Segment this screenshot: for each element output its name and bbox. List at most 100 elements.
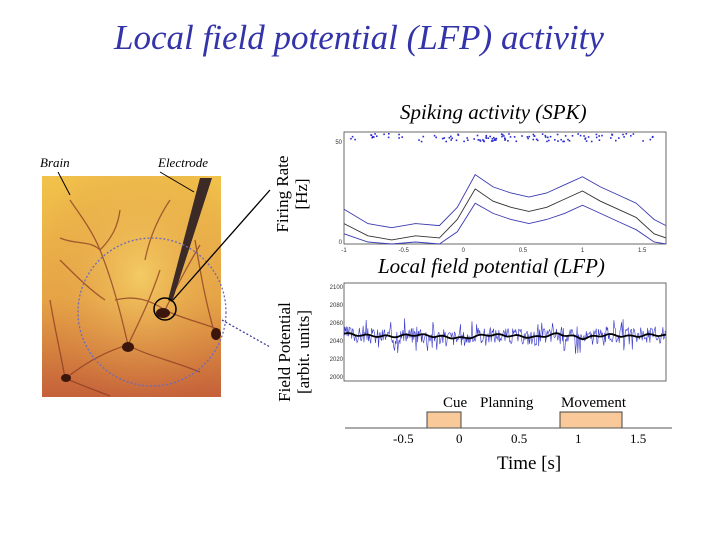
spike-dot bbox=[451, 137, 453, 140]
lfp-ylabel-line2: [arbit. units] bbox=[294, 309, 313, 395]
spk-y-tick: 50 bbox=[335, 140, 342, 146]
spike-dot bbox=[544, 134, 547, 137]
spk-title: Spiking activity (SPK) bbox=[400, 100, 587, 124]
spike-dot bbox=[473, 138, 475, 140]
movement-period-box bbox=[559, 411, 623, 429]
brain-label: Brain bbox=[40, 155, 70, 170]
spike-dot bbox=[533, 135, 535, 137]
lfp-y-tick: 2040 bbox=[330, 339, 344, 345]
electrode-tip-circle bbox=[153, 297, 177, 321]
spike-dot bbox=[387, 136, 390, 139]
spk-rate-line-2 bbox=[343, 202, 667, 245]
spike-dot bbox=[585, 140, 588, 142]
spike-dot bbox=[372, 136, 374, 138]
spike-dot bbox=[527, 137, 529, 140]
lfp-y-tick: 2000 bbox=[330, 375, 344, 381]
phase-planning: Planning bbox=[480, 395, 534, 411]
spike-dot bbox=[598, 135, 600, 137]
spike-dot bbox=[548, 139, 550, 142]
lfp-connector-line bbox=[221, 319, 271, 348]
spk-x-tick: -1 bbox=[341, 248, 347, 254]
spk-x-tick: 0.5 bbox=[519, 248, 528, 254]
spike-dot bbox=[374, 133, 376, 135]
spike-dot bbox=[513, 136, 516, 138]
spike-dot bbox=[507, 140, 509, 142]
spk-chart: 0 50 -1 -0.5 0 0.5 1 1.5 bbox=[335, 131, 667, 254]
spike-dot bbox=[479, 140, 482, 142]
spike-dot bbox=[463, 140, 465, 143]
spike-dot bbox=[445, 140, 447, 143]
lfp-raw-trace bbox=[343, 318, 667, 354]
spike-dot bbox=[526, 136, 529, 138]
spike-dot bbox=[630, 135, 632, 137]
spike-dot bbox=[557, 140, 559, 142]
spike-dot bbox=[544, 136, 547, 138]
spike-dot bbox=[490, 140, 493, 142]
spike-dot bbox=[549, 135, 552, 138]
spk-y-tick: 0 bbox=[339, 240, 343, 246]
spike-dot bbox=[611, 133, 613, 136]
spike-dot bbox=[642, 140, 644, 142]
lfp-y-tick: 2100 bbox=[330, 285, 344, 291]
spk-rate-line-0 bbox=[343, 173, 667, 229]
cue-period-box bbox=[426, 411, 462, 429]
spike-dot bbox=[532, 133, 535, 136]
lfp-y-tick: 2080 bbox=[330, 303, 344, 309]
brain-pointer bbox=[57, 171, 71, 196]
spk-x-tick: -0.5 bbox=[398, 248, 409, 254]
spike-dot bbox=[622, 133, 624, 136]
lfp-ylabel-line1: Field Potential bbox=[275, 302, 294, 402]
spike-dot bbox=[504, 137, 506, 139]
spike-dot bbox=[422, 135, 425, 138]
time-tick-1.5: 1.5 bbox=[630, 431, 646, 446]
spike-dot bbox=[376, 135, 378, 137]
spike-dot bbox=[649, 138, 652, 141]
spike-dot bbox=[479, 139, 481, 141]
spike-dot bbox=[435, 136, 437, 139]
spike-dot bbox=[623, 136, 625, 138]
spike-dot bbox=[494, 138, 496, 140]
spike-dot bbox=[491, 138, 494, 140]
spike-dot bbox=[625, 133, 628, 135]
electrode-label: Electrode bbox=[157, 155, 208, 170]
spike-dot bbox=[632, 133, 635, 135]
spike-dot bbox=[583, 135, 585, 137]
spike-dot bbox=[441, 137, 444, 140]
spike-dot bbox=[495, 139, 497, 141]
spike-dot bbox=[398, 133, 400, 136]
spike-dot bbox=[547, 136, 549, 139]
spike-dot bbox=[467, 139, 469, 141]
spike-dot bbox=[398, 137, 400, 139]
time-tick-0: 0 bbox=[456, 431, 463, 446]
spike-dot bbox=[560, 138, 562, 141]
spike-dot bbox=[485, 134, 488, 137]
spike-dot bbox=[401, 136, 403, 138]
spike-dot bbox=[477, 139, 480, 141]
spike-dot bbox=[577, 133, 579, 135]
lfp-y-tick: 2060 bbox=[330, 321, 344, 327]
spike-dot bbox=[500, 133, 503, 135]
spike-dot bbox=[503, 135, 505, 137]
spk-x-tick: 1 bbox=[581, 248, 585, 254]
spike-dot bbox=[618, 137, 620, 139]
phase-movement: Movement bbox=[561, 395, 627, 411]
spike-dot bbox=[443, 137, 446, 139]
spike-dot bbox=[556, 133, 559, 136]
spk-ylabel-line1: Firing Rate bbox=[273, 155, 292, 233]
electrode-shaft bbox=[168, 178, 212, 302]
spike-dot bbox=[485, 137, 488, 139]
spike-dot bbox=[563, 140, 565, 143]
spike-dot bbox=[466, 137, 468, 139]
field-radius-circle bbox=[77, 237, 227, 387]
spike-dot bbox=[489, 135, 491, 138]
spike-dot bbox=[420, 140, 423, 143]
spike-dot bbox=[598, 139, 601, 141]
spk-ylabel-line2: [Hz] bbox=[292, 178, 311, 210]
spike-dot bbox=[482, 139, 484, 141]
time-tick-0.5: 0.5 bbox=[511, 431, 527, 446]
spike-dot bbox=[535, 138, 538, 141]
spike-dot bbox=[554, 139, 556, 141]
neuron-cell-bodies bbox=[61, 308, 221, 382]
spike-dot bbox=[354, 138, 356, 141]
